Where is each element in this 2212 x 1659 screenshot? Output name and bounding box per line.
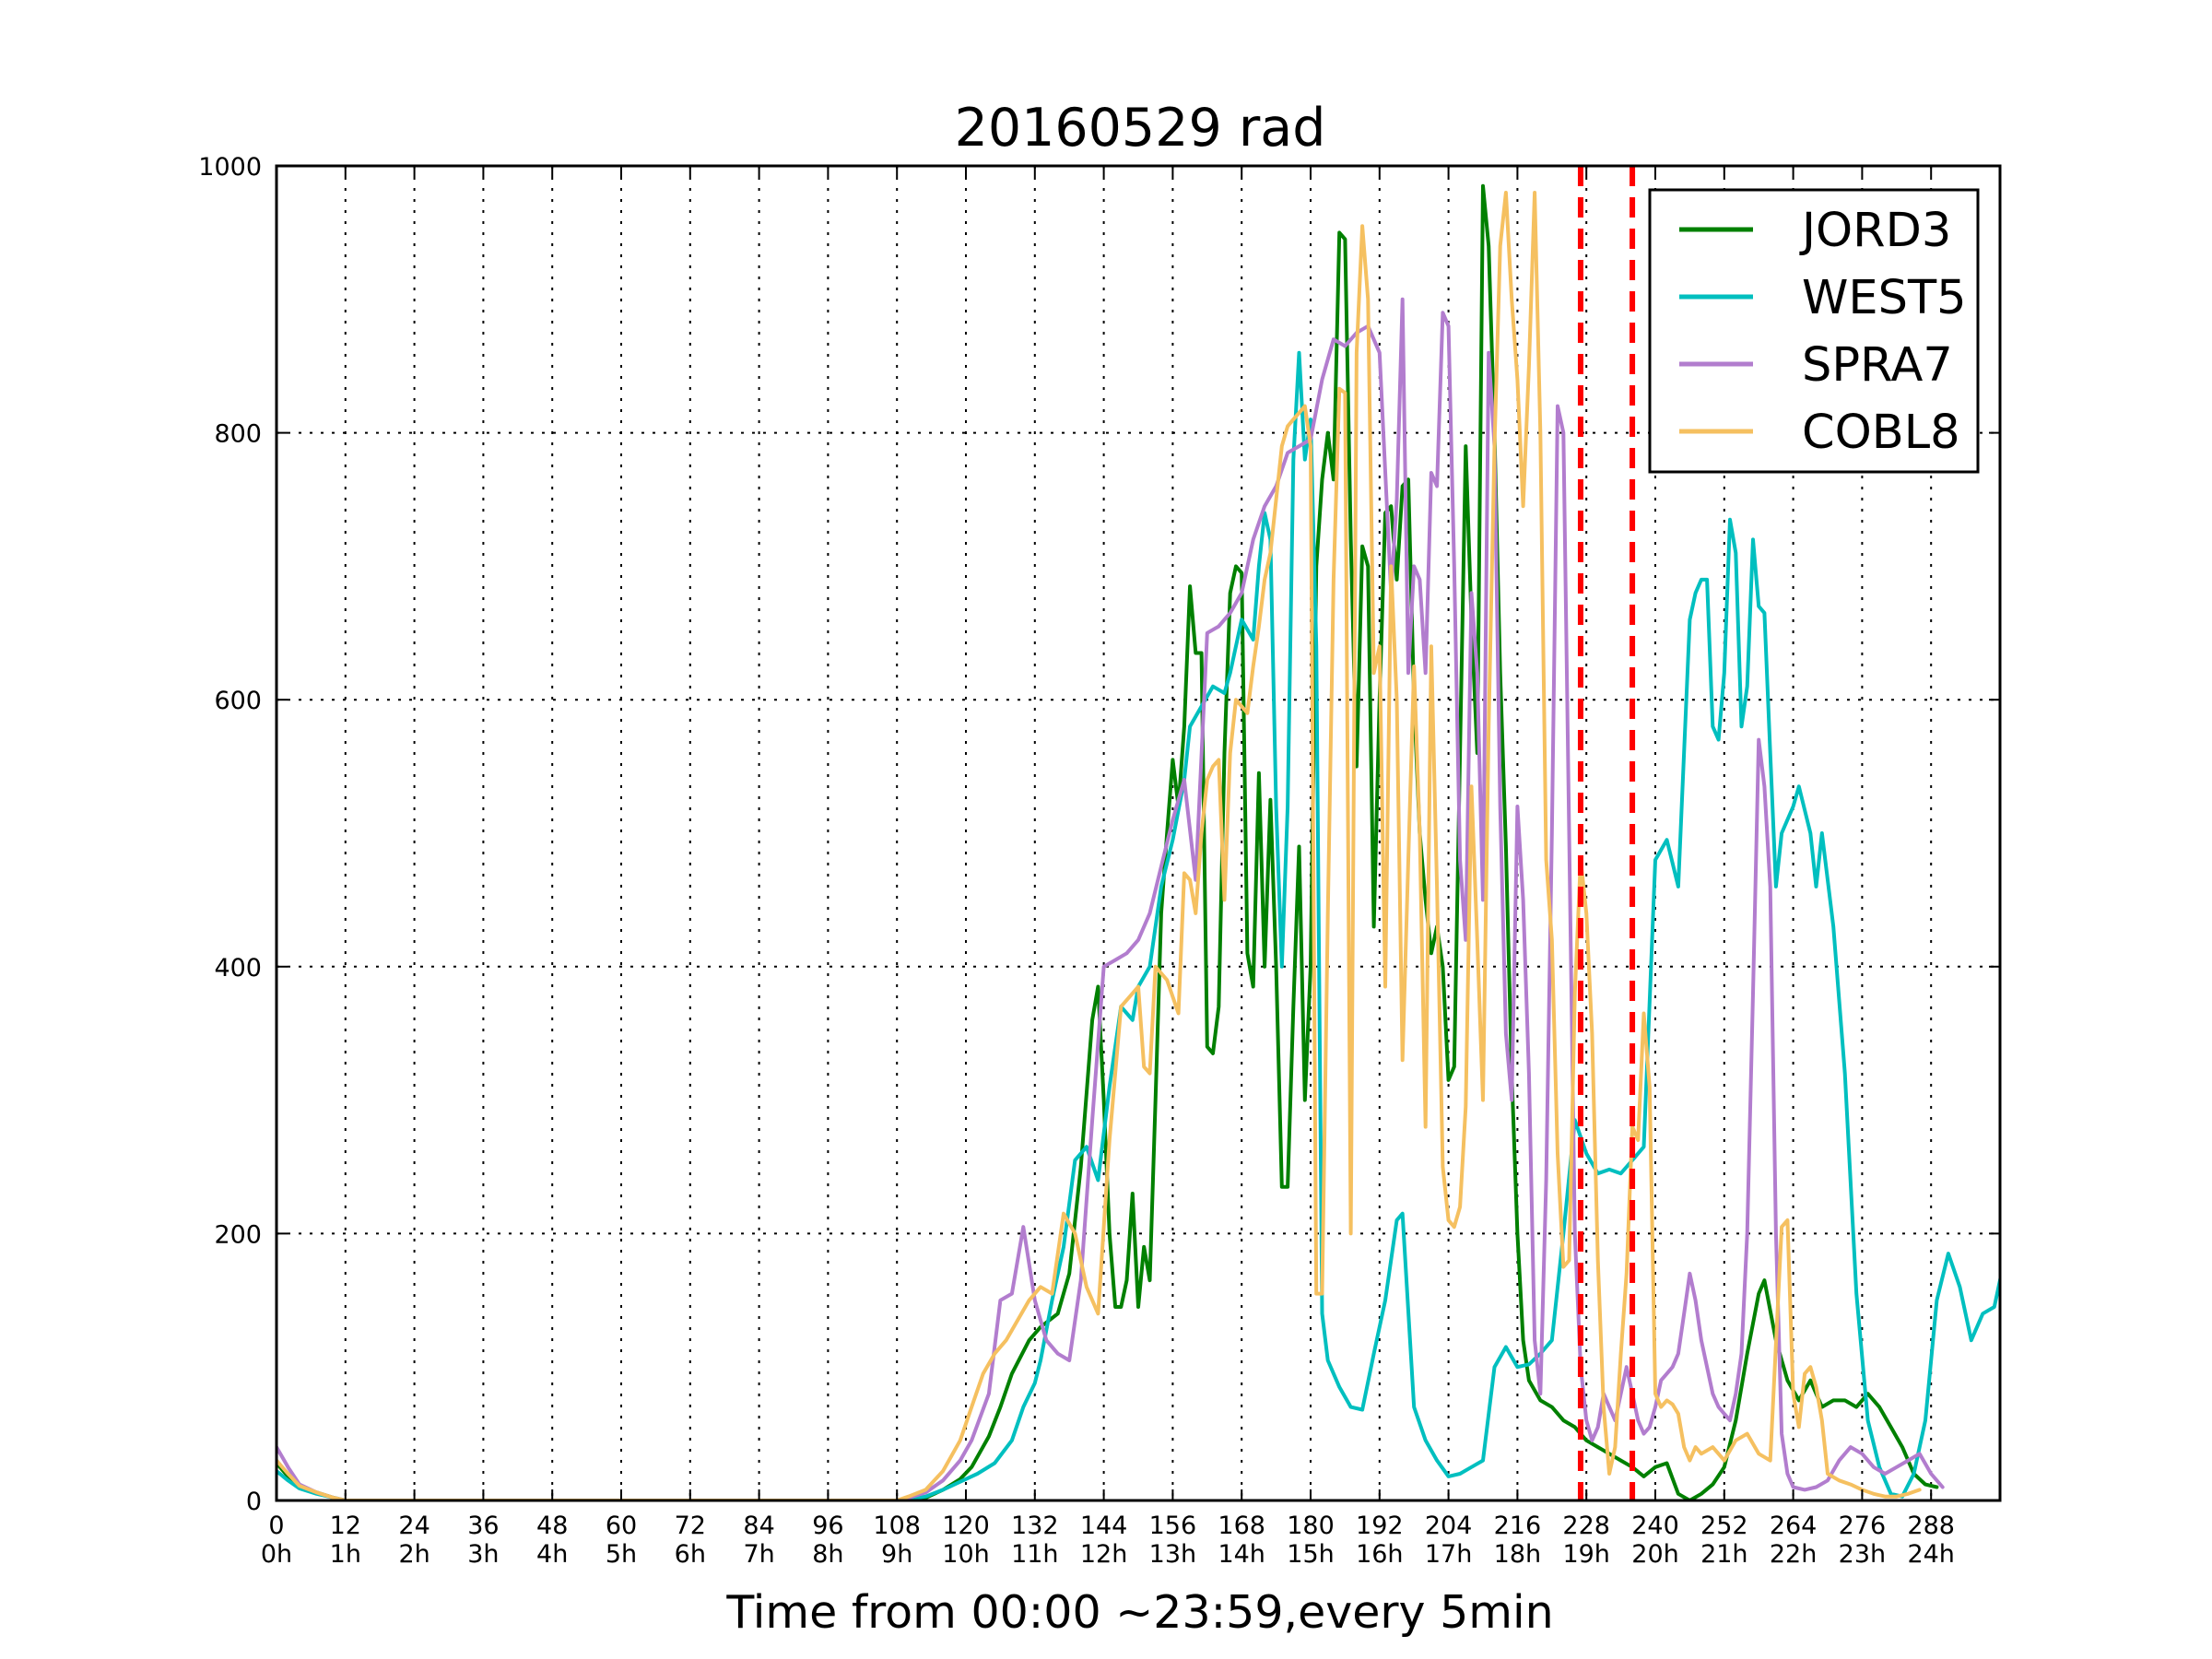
legend-label-west5: WEST5 [1802,271,1967,325]
x-tick-label: 144 [1080,1512,1128,1540]
x-tick-label: 240 [1631,1512,1679,1540]
y-tick-label: 200 [214,1220,262,1249]
x-tick-label-hour: 11h [1011,1540,1058,1569]
x-tick-label-hour: 17h [1425,1540,1472,1569]
x-tick-label: 168 [1218,1512,1265,1540]
x-tick-label: 252 [1700,1512,1748,1540]
x-tick-label: 216 [1494,1512,1542,1540]
x-tick-label: 12 [330,1512,361,1540]
axis-ticks [276,165,2000,1501]
series-line-jord3 [276,183,1939,1500]
x-tick-label: 36 [467,1512,499,1540]
x-tick-label-hour: 2h [398,1540,429,1569]
series-lines [276,183,2000,1500]
x-tick-label: 108 [873,1512,921,1540]
x-tick-label: 264 [1770,1512,1818,1540]
x-tick-label-hour: 21h [1700,1540,1747,1569]
x-tick-label-hour: 3h [467,1540,499,1569]
x-tick-label: 288 [1907,1512,1955,1540]
x-tick-label: 156 [1149,1512,1197,1540]
y-tick-label: 400 [214,954,262,982]
series-line-cobl8 [276,191,1922,1500]
legend-box [1648,188,1980,474]
x-tick-label-hour: 23h [1839,1540,1886,1569]
x-tick-label: 96 [812,1512,843,1540]
x-tick-label-hour: 18h [1494,1540,1541,1569]
x-tick-label-hour: 0h [261,1540,292,1569]
x-tick-label: 192 [1356,1512,1404,1540]
x-tick-label: 120 [942,1512,990,1540]
x-tick-label-hour: 10h [942,1540,989,1569]
x-tick-label: 72 [675,1512,706,1540]
x-tick-label: 24 [398,1512,429,1540]
legend-label-cobl8: COBL8 [1802,406,1960,460]
y-tick-label: 0 [246,1488,262,1516]
legend-label-jord3: JORD3 [1799,204,1951,258]
x-tick-label-hour: 5h [606,1540,637,1569]
x-tick-label-hour: 8h [812,1540,843,1569]
series-line-west5 [276,350,2000,1500]
chart-title: 20160529 rad [955,98,1326,159]
x-tick-label: 276 [1839,1512,1887,1540]
legend-label-spra7: SPRA7 [1802,338,1953,393]
x-tick-label: 228 [1562,1512,1610,1540]
x-tick-label-hour: 1h [330,1540,361,1569]
x-tick-label: 180 [1287,1512,1335,1540]
legend: JORD3 WEST5 SPRA7 COBL8 [1648,188,1980,474]
x-tick-label: 204 [1425,1512,1473,1540]
x-tick-label: 0 [268,1512,284,1540]
x-tick-label-hour: 24h [1907,1540,1954,1569]
plot-frame [275,164,2002,1502]
x-tick-label-hour: 15h [1287,1540,1334,1569]
x-tick-label-hour: 22h [1770,1540,1817,1569]
x-tick-label: 84 [743,1512,774,1540]
y-tick-label: 1000 [198,153,262,182]
x-tick-label-hour: 13h [1149,1540,1196,1569]
x-tick-label: 48 [536,1512,568,1540]
x-tick-label-hour: 4h [536,1540,568,1569]
x-tick-label-hour: 7h [743,1540,774,1569]
y-tick-label: 800 [214,420,262,449]
x-tick-label-hour: 9h [881,1540,912,1569]
x-tick-label-hour: 19h [1562,1540,1609,1569]
y-tick-label: 600 [214,687,262,715]
x-tick-label-hour: 14h [1218,1540,1265,1569]
x-tick-label: 60 [606,1512,637,1540]
x-axis-label: Time from 00:00 ~23:59,every 5min [725,1586,1553,1639]
x-tick-label: 132 [1011,1512,1059,1540]
marker-lines [1577,166,1636,1500]
x-tick-label-hour: 6h [675,1540,706,1569]
y-tick-labels: 0 200 400 600 800 1000 [198,153,262,1516]
x-tick-label-hour: 20h [1631,1540,1678,1569]
x-tick-label-hour: 16h [1356,1540,1403,1569]
x-tick-label-hour: 12h [1080,1540,1127,1569]
